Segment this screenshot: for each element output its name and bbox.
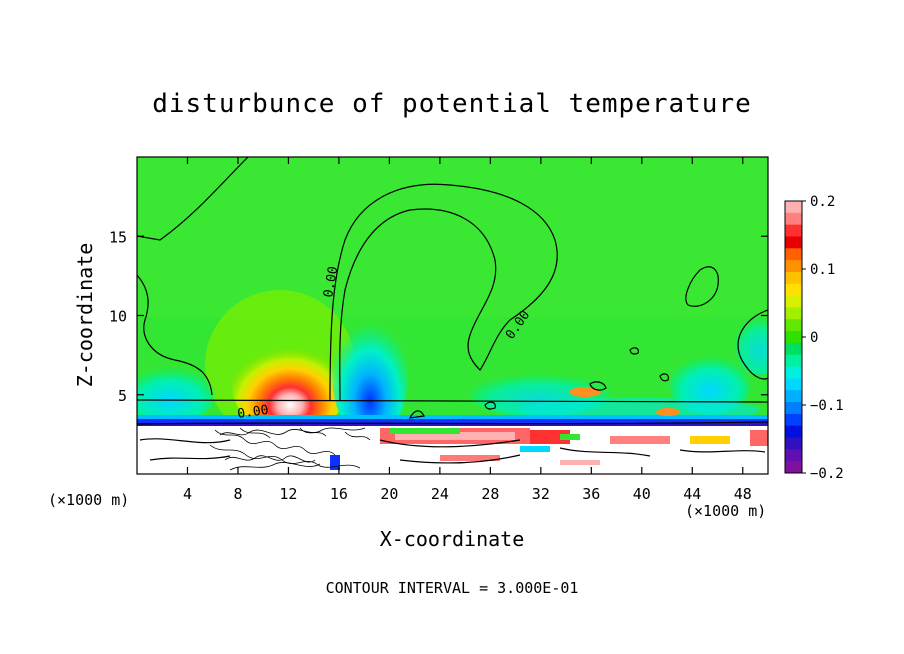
contour-blob-28 [484,401,496,410]
warm-anomaly [232,335,348,435]
plot-area: 0.00 0.00 0.00 [137,157,768,474]
cool-anomaly-4 [137,367,215,423]
colorbar-segment [785,283,802,297]
colorbar-segment [785,354,802,368]
warm-blob-43 [656,408,680,416]
colorbar-segment [785,425,802,439]
x-tick-label: 28 [481,485,499,503]
contour-blob-41 [659,373,669,382]
cool-anomaly-49 [735,315,768,375]
colorbar [784,200,803,474]
bl-warm-5 [440,455,500,461]
colorbar-tick-label: −0.2 [810,466,844,482]
contour-label-left: 0.00 [236,403,269,422]
colorbar-segment [785,307,802,320]
x-tick-label: 32 [532,485,550,503]
colorbar-segment [785,319,802,332]
contour-lines [137,157,768,464]
bl-red-1 [750,430,768,446]
colorbar-segment [785,271,802,285]
bl-green-1 [390,428,460,434]
colorbar-segment [785,236,802,249]
bl-cyan-1 [520,446,550,452]
bl-warm-2 [395,432,515,440]
x-tick-label: 16 [330,485,348,503]
y-tick-label: 5 [118,387,127,405]
contour-layer-top [137,421,768,425]
colorbar-segment [785,331,802,344]
colorbar-ticks: 0.2 0.1 0 −0.1 −0.2 [802,194,844,482]
cold-layer-core [137,419,768,424]
contour-zero-arch [329,183,558,401]
x-tick-label: 36 [582,485,600,503]
colorbar-segment [785,248,802,261]
turbulent-path-6 [229,462,321,471]
bl-warm-3 [530,430,570,444]
y-tick-label: 15 [109,228,127,246]
y-axis: 5 10 15 [109,228,768,405]
warm-blob-35 [569,387,601,397]
contour-label-arch: 0.00 [321,265,341,298]
bl-yellow-1 [690,436,730,444]
chart-title: disturbunce of potential temperature [152,89,752,119]
colorbar-segment [785,201,802,214]
cool-anomaly-18 [332,310,408,440]
cold-layer-edge [137,423,768,426]
contour-blob-40 [629,347,639,355]
colorbar-tick-label: 0.1 [810,262,835,278]
contour-zero-low [137,399,768,403]
turbulent-contours [209,427,371,471]
colorbar-segment [785,260,802,273]
colorbar-segment [785,413,802,427]
contour-bl-1 [139,438,766,464]
contour-blob-20 [408,410,425,419]
bl-blue-1 [330,455,340,470]
contour-zero-left [137,274,213,396]
contour-zero-right-edge [737,309,768,380]
turbulent-path-1 [214,429,336,456]
colorbar-segment [785,224,802,237]
colorbar-segment [785,437,802,450]
colorbar-segment [785,212,802,226]
x-tick-label: 20 [380,485,398,503]
colorbar-segment [785,342,802,356]
y-tick-label: 10 [109,308,127,326]
bl-warm-4 [610,436,670,444]
colorbar-segment [785,390,802,403]
colorbar-segment [785,449,802,462]
colorbar-segment [785,366,802,379]
colorbar-tick-label: −0.1 [810,398,844,414]
x-axis-label: X-coordinate [380,527,525,551]
x-tick-label: 24 [431,485,449,503]
x-axis: 4 8 12 16 20 24 28 32 36 40 44 48 [183,157,752,503]
turbulent-path-3 [219,427,366,436]
turbulent-path-4 [224,455,316,463]
x-unit-left: (×1000 m) [48,491,129,509]
footer-contour-interval: CONTOUR INTERVAL = 3.000E-01 [326,579,579,597]
x-tick-label: 44 [683,485,701,503]
y-axis-label: Z-coordinate [73,243,97,388]
colorbar-segment [785,378,802,391]
contour-zero-upper-left [137,157,249,241]
colorbar-segment [785,402,802,415]
colorbar-segment [785,295,802,308]
x-tick-label: 48 [734,485,752,503]
x-tick-label: 4 [183,485,192,503]
colorbar-segment [785,461,802,474]
x-tick-label: 40 [633,485,651,503]
x-unit-right: (×1000 m) [685,502,766,520]
turbulent-path-5 [239,427,371,441]
x-tick-label: 8 [233,485,242,503]
colorbar-tick-label: 0.2 [810,194,835,210]
contour-zero-right-loop [685,266,719,307]
bl-pink-1 [560,460,600,465]
field-band [137,157,768,317]
colorbar-tick-label: 0 [810,330,818,346]
contour-blob-42 [589,381,607,391]
x-tick-label: 12 [279,485,297,503]
bl-green-2 [560,434,580,440]
